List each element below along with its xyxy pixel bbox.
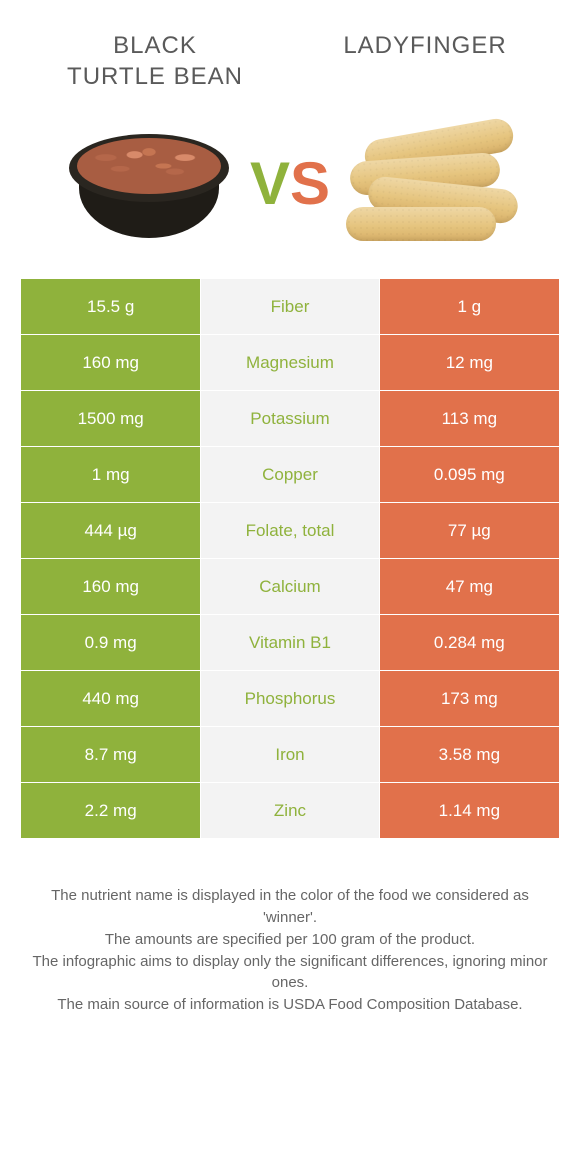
left-value: 440 mg [21,671,201,727]
footer-line-2: The amounts are specified per 100 gram o… [22,929,558,951]
nutrient-label: Fiber [201,279,379,335]
left-value: 2.2 mg [21,783,201,839]
comparison-tbody: 15.5 gFiber1 g160 mgMagnesium12 mg1500 m… [21,279,560,839]
comparison-table: 15.5 gFiber1 g160 mgMagnesium12 mg1500 m… [20,278,560,839]
table-row: 1500 mgPotassium113 mg [21,391,560,447]
right-value: 1 g [379,279,559,335]
nutrient-label: Copper [201,447,379,503]
right-value: 0.284 mg [379,615,559,671]
ladyfingers-icon [346,123,516,243]
right-food-image [346,118,516,248]
vs-s: S [290,149,330,218]
table-row: 444 µgFolate, total77 µg [21,503,560,559]
left-value: 0.9 mg [21,615,201,671]
right-value: 173 mg [379,671,559,727]
table-row: 8.7 mgIron3.58 mg [21,727,560,783]
left-value: 160 mg [21,559,201,615]
left-value: 444 µg [21,503,201,559]
left-value: 1500 mg [21,391,201,447]
right-value: 113 mg [379,391,559,447]
hero-row: VS [0,108,580,278]
left-value: 1 mg [21,447,201,503]
header-titles: Black turtle bean Ladyfinger [0,0,580,108]
beans-bowl-icon [69,128,229,238]
footer-notes: The nutrient name is displayed in the co… [22,885,558,1016]
right-value: 47 mg [379,559,559,615]
nutrient-label: Iron [201,727,379,783]
table-row: 160 mgCalcium47 mg [21,559,560,615]
nutrient-label: Calcium [201,559,379,615]
vs-v: V [250,149,290,218]
right-food-title: Ladyfinger [290,30,560,92]
nutrient-label: Zinc [201,783,379,839]
table-row: 1 mgCopper0.095 mg [21,447,560,503]
nutrient-label: Phosphorus [201,671,379,727]
table-row: 440 mgPhosphorus173 mg [21,671,560,727]
table-row: 15.5 gFiber1 g [21,279,560,335]
right-value: 3.58 mg [379,727,559,783]
right-value: 12 mg [379,335,559,391]
left-title-line2: turtle bean [67,63,243,90]
right-value: 1.14 mg [379,783,559,839]
left-value: 160 mg [21,335,201,391]
footer-line-4: The main source of information is USDA F… [22,994,558,1016]
table-row: 2.2 mgZinc1.14 mg [21,783,560,839]
table-row: 160 mgMagnesium12 mg [21,335,560,391]
nutrient-label: Magnesium [201,335,379,391]
nutrient-label: Vitamin B1 [201,615,379,671]
left-food-title: Black turtle bean [20,30,290,92]
footer-line-3: The infographic aims to display only the… [22,951,558,995]
left-value: 8.7 mg [21,727,201,783]
vs-label: VS [250,149,330,218]
nutrient-label: Potassium [201,391,379,447]
footer-line-1: The nutrient name is displayed in the co… [22,885,558,929]
left-value: 15.5 g [21,279,201,335]
right-value: 0.095 mg [379,447,559,503]
right-value: 77 µg [379,503,559,559]
table-row: 0.9 mgVitamin B10.284 mg [21,615,560,671]
nutrient-label: Folate, total [201,503,379,559]
left-food-image [64,118,234,248]
left-title-line1: Black [113,32,197,59]
